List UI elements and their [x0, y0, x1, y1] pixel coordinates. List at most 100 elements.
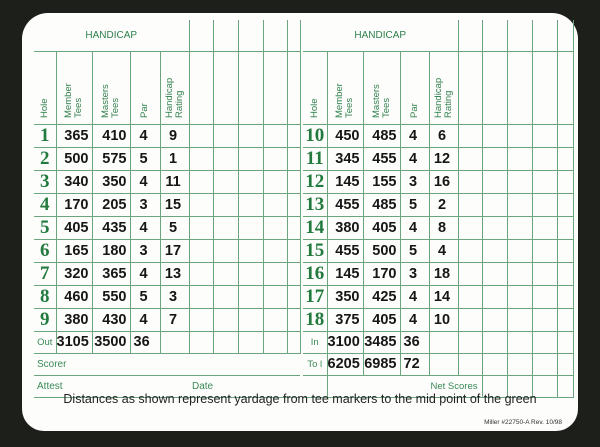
score-cell[interactable] [237, 169, 264, 194]
score-cell[interactable] [531, 284, 558, 309]
score-cell[interactable] [159, 330, 190, 354]
score-cell[interactable] [506, 352, 533, 376]
score-cell[interactable] [262, 169, 288, 194]
score-cell[interactable] [237, 307, 264, 332]
score-cell[interactable] [262, 261, 288, 286]
score-cell[interactable] [457, 50, 483, 125]
score-cell[interactable] [262, 284, 288, 309]
score-cell[interactable] [481, 215, 508, 240]
score-cell[interactable] [212, 20, 239, 52]
score-cell[interactable] [506, 215, 533, 240]
score-cell[interactable] [286, 261, 301, 286]
score-cell[interactable] [481, 123, 508, 148]
score-cell[interactable] [188, 192, 214, 217]
score-cell[interactable] [556, 330, 574, 354]
score-cell[interactable] [506, 330, 533, 354]
score-cell[interactable] [237, 238, 264, 263]
score-cell[interactable] [286, 20, 301, 52]
score-cell[interactable] [481, 307, 508, 332]
score-cell[interactable] [262, 146, 288, 171]
score-cell[interactable] [286, 307, 301, 332]
score-cell[interactable] [506, 284, 533, 309]
score-cell[interactable] [506, 238, 533, 263]
score-cell[interactable] [212, 284, 239, 309]
score-cell[interactable] [556, 238, 574, 263]
score-cell[interactable] [506, 169, 533, 194]
score-cell[interactable] [188, 50, 214, 125]
score-cell[interactable] [556, 123, 574, 148]
score-cell[interactable] [428, 330, 459, 354]
score-cell[interactable] [481, 169, 508, 194]
score-cell[interactable] [481, 146, 508, 171]
score-cell[interactable] [457, 261, 483, 286]
score-cell[interactable] [188, 169, 214, 194]
score-cell[interactable] [212, 215, 239, 240]
score-cell[interactable] [188, 307, 214, 332]
score-cell[interactable] [237, 50, 264, 125]
score-cell[interactable] [556, 146, 574, 171]
score-cell[interactable] [457, 307, 483, 332]
score-cell[interactable] [556, 169, 574, 194]
score-cell[interactable] [286, 238, 301, 263]
score-cell[interactable] [457, 330, 483, 354]
score-cell[interactable] [481, 261, 508, 286]
score-cell[interactable] [531, 20, 558, 52]
score-cell[interactable] [481, 238, 508, 263]
score-cell[interactable] [212, 123, 239, 148]
score-cell[interactable] [481, 20, 508, 52]
score-cell[interactable] [531, 146, 558, 171]
score-cell[interactable] [286, 146, 301, 171]
score-cell[interactable] [237, 123, 264, 148]
score-cell[interactable] [212, 146, 239, 171]
score-cell[interactable] [286, 169, 301, 194]
score-cell[interactable] [457, 20, 483, 52]
score-cell[interactable] [286, 215, 301, 240]
score-cell[interactable] [212, 50, 239, 125]
score-cell[interactable] [286, 192, 301, 217]
score-cell[interactable] [506, 307, 533, 332]
score-cell[interactable] [506, 192, 533, 217]
score-cell[interactable] [556, 50, 574, 125]
score-cell[interactable] [506, 261, 533, 286]
score-cell[interactable] [212, 261, 239, 286]
score-cell[interactable] [237, 330, 264, 354]
score-cell[interactable] [262, 330, 288, 354]
score-cell[interactable] [531, 307, 558, 332]
score-cell[interactable] [556, 192, 574, 217]
score-cell[interactable] [188, 284, 214, 309]
score-cell[interactable] [481, 330, 508, 354]
score-cell[interactable] [237, 215, 264, 240]
score-cell[interactable] [457, 352, 483, 376]
score-cell[interactable] [481, 284, 508, 309]
score-cell[interactable] [237, 261, 264, 286]
score-cell[interactable] [212, 238, 239, 263]
score-cell[interactable] [188, 123, 214, 148]
score-cell[interactable] [262, 215, 288, 240]
score-cell[interactable] [457, 238, 483, 263]
score-cell[interactable] [556, 374, 574, 399]
score-cell[interactable] [531, 238, 558, 263]
score-cell[interactable] [556, 215, 574, 240]
score-cell[interactable] [506, 20, 533, 52]
score-cell[interactable] [262, 20, 288, 52]
score-cell[interactable] [531, 169, 558, 194]
score-cell[interactable] [457, 146, 483, 171]
score-cell[interactable] [212, 169, 239, 194]
date-field[interactable]: Date [189, 374, 300, 399]
score-cell[interactable] [188, 20, 214, 52]
score-cell[interactable] [531, 330, 558, 354]
score-cell[interactable] [262, 123, 288, 148]
score-cell[interactable] [531, 352, 558, 376]
score-cell[interactable] [531, 215, 558, 240]
score-cell[interactable] [556, 284, 574, 309]
score-cell[interactable] [237, 284, 264, 309]
score-cell[interactable] [531, 123, 558, 148]
score-cell[interactable] [506, 146, 533, 171]
score-cell[interactable] [556, 261, 574, 286]
score-cell[interactable] [262, 307, 288, 332]
score-cell[interactable] [237, 192, 264, 217]
score-cell[interactable] [531, 261, 558, 286]
score-cell[interactable] [188, 215, 214, 240]
score-cell[interactable] [506, 50, 533, 125]
score-cell[interactable] [457, 192, 483, 217]
